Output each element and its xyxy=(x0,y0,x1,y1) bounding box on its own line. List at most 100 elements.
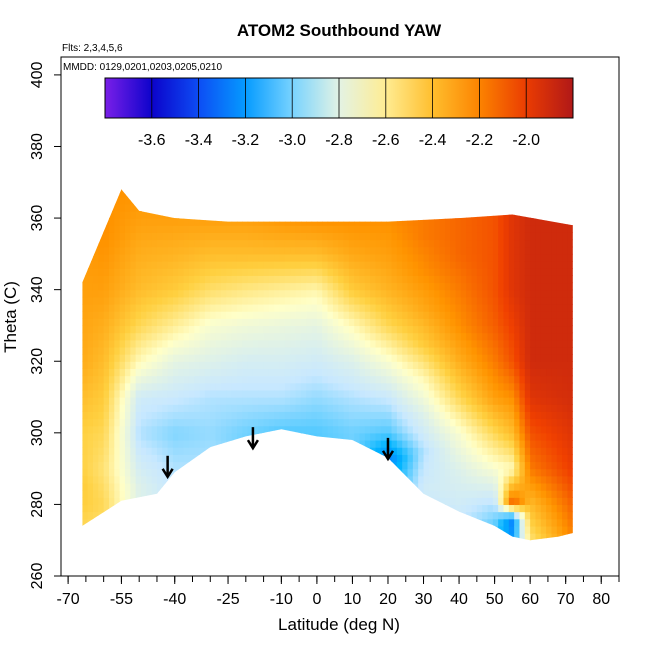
heatmap-cell xyxy=(268,189,275,198)
heatmap-cell xyxy=(172,318,179,327)
heatmap-cell xyxy=(482,411,489,420)
heatmap-cell xyxy=(375,425,382,434)
heatmap-cell xyxy=(460,225,467,233)
heatmap-cell xyxy=(306,296,313,305)
heatmap-cell xyxy=(295,511,302,520)
heatmap-cell xyxy=(220,432,227,441)
heatmap-cell xyxy=(279,468,286,477)
heatmap-cell xyxy=(402,282,409,291)
heatmap-cell xyxy=(311,490,318,498)
heatmap-cell xyxy=(354,246,361,255)
heatmap-cell xyxy=(290,533,297,541)
heatmap-cell xyxy=(322,418,329,427)
heatmap-cell xyxy=(524,296,531,305)
heatmap-cell xyxy=(263,253,270,262)
heatmap-cell xyxy=(242,397,249,405)
heatmap-cell xyxy=(492,482,499,491)
heatmap-cell xyxy=(460,439,467,448)
heatmap-cell xyxy=(226,439,233,448)
heatmap-cell xyxy=(210,354,217,362)
heatmap-cell xyxy=(300,454,307,463)
heatmap-cell xyxy=(215,253,222,262)
heatmap-cell xyxy=(194,418,201,427)
heatmap-cell xyxy=(332,296,339,305)
heatmap-cell xyxy=(247,232,254,241)
heatmap-cell xyxy=(348,239,355,248)
heatmap-cell xyxy=(279,511,286,520)
heatmap-cell xyxy=(284,318,291,327)
heatmap-cell xyxy=(98,346,105,355)
heatmap-cell xyxy=(199,246,206,255)
heatmap-cell xyxy=(471,497,478,506)
heatmap-cell xyxy=(332,210,339,219)
heatmap-cell xyxy=(418,196,425,205)
heatmap-cell xyxy=(540,189,547,198)
heatmap-cell xyxy=(327,303,334,312)
heatmap-cell xyxy=(503,253,510,262)
heatmap-cell xyxy=(546,368,553,377)
heatmap-cell xyxy=(87,533,94,541)
heatmap-cell xyxy=(82,482,89,491)
heatmap-cell xyxy=(210,382,217,391)
heatmap-cell xyxy=(375,389,382,398)
colorbar-tick-label: -2.0 xyxy=(512,132,540,149)
heatmap-cell xyxy=(332,432,339,441)
heatmap-cell xyxy=(178,447,185,455)
heatmap-cell xyxy=(268,468,275,477)
heatmap-cell xyxy=(562,411,569,420)
heatmap-cell xyxy=(380,425,387,434)
heatmap-cell xyxy=(284,232,291,241)
heatmap-cell xyxy=(279,189,286,198)
heatmap-cell xyxy=(333,547,339,555)
heatmap-cell xyxy=(514,210,521,219)
heatmap-cell xyxy=(236,525,243,534)
heatmap-cell xyxy=(359,418,366,427)
heatmap-cell xyxy=(231,196,238,205)
heatmap-cell xyxy=(242,447,249,455)
heatmap-cell xyxy=(231,361,238,369)
heatmap-cell xyxy=(311,218,318,226)
heatmap-cell xyxy=(284,253,291,262)
heatmap-cell xyxy=(562,432,569,441)
heatmap-cell xyxy=(407,439,414,448)
heatmap-cell xyxy=(466,318,473,327)
heatmap-cell xyxy=(119,361,126,369)
heatmap-cell xyxy=(151,389,158,398)
heatmap-cell xyxy=(466,346,473,355)
heatmap-cell xyxy=(348,261,355,269)
heatmap-cell xyxy=(301,540,307,548)
heatmap-cell xyxy=(108,261,115,269)
heatmap-cell xyxy=(364,325,371,334)
heatmap-cell xyxy=(306,468,313,477)
heatmap-cell xyxy=(546,318,553,327)
heatmap-cell xyxy=(274,439,281,448)
heatmap-cell xyxy=(503,232,510,241)
heatmap-cell xyxy=(268,454,275,463)
heatmap-cell xyxy=(466,389,473,398)
heatmap-cell xyxy=(428,397,435,405)
heatmap-cell xyxy=(290,203,297,212)
heatmap-cell xyxy=(311,253,318,262)
heatmap-cell xyxy=(92,389,99,398)
heatmap-cell xyxy=(540,218,547,226)
heatmap-cell xyxy=(167,332,174,341)
heatmap-cell xyxy=(210,275,217,284)
heatmap-cell xyxy=(183,218,190,226)
heatmap-cell xyxy=(231,504,238,513)
heatmap-cell xyxy=(440,547,446,555)
heatmap-cell xyxy=(311,454,318,463)
heatmap-cell xyxy=(327,361,334,369)
heatmap-cell xyxy=(354,210,361,219)
heatmap-cell xyxy=(316,346,323,355)
heatmap-cell xyxy=(551,447,558,455)
heatmap-cell xyxy=(482,447,489,455)
heatmap-cell xyxy=(290,375,297,384)
heatmap-cell xyxy=(183,382,190,391)
heatmap-cell xyxy=(316,210,323,219)
heatmap-cell xyxy=(343,218,350,226)
heatmap-cell xyxy=(556,332,563,341)
heatmap-cell xyxy=(194,504,201,513)
heatmap-cell xyxy=(232,540,238,548)
heatmap-cell xyxy=(492,432,499,441)
heatmap-cell xyxy=(151,361,158,369)
